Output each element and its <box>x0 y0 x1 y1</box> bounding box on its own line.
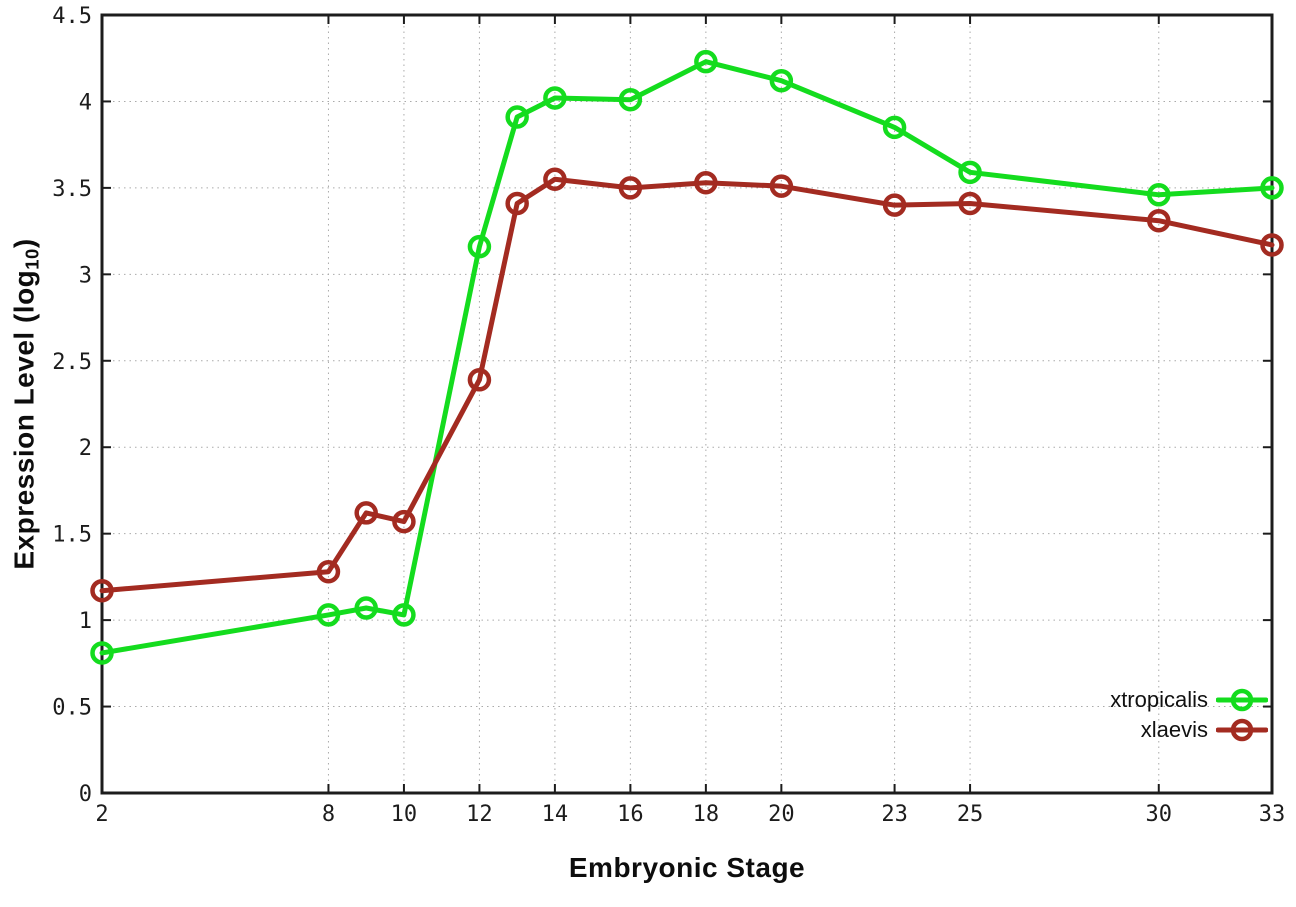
data-point-xtropicalis <box>958 160 982 185</box>
data-point-xtropicalis <box>505 105 529 129</box>
x-tick-label: 16 <box>617 802 644 827</box>
data-point-xtropicalis <box>316 603 341 627</box>
tick-marks <box>101 14 1273 794</box>
x-tick-label: 18 <box>693 802 720 827</box>
data-point-xlaevis <box>467 368 492 392</box>
data-point-xtropicalis <box>694 49 718 74</box>
y-tick-label: 2 <box>79 436 92 461</box>
x-tick-label: 2 <box>95 802 108 827</box>
y-tick-label: 2.5 <box>52 350 92 375</box>
legend-label: xlaevis <box>1140 717 1208 742</box>
data-point-xtropicalis <box>882 115 907 140</box>
data-point-xlaevis <box>1147 208 1171 233</box>
y-tick-label: 3.5 <box>52 177 92 202</box>
x-tick-label: 33 <box>1259 802 1286 827</box>
data-point-xlaevis <box>316 559 341 584</box>
data-point-xlaevis <box>505 191 529 216</box>
data-point-xlaevis <box>618 176 643 200</box>
data-point-xtropicalis <box>392 603 416 627</box>
x-tick-label: 12 <box>466 802 493 827</box>
y-axis-title-text: Expression Level (log <box>8 269 40 570</box>
data-point-xtropicalis <box>769 68 794 93</box>
x-tick-label: 23 <box>881 802 908 827</box>
data-point-xtropicalis <box>90 641 114 665</box>
x-tick-labels: 2 8 10 12 14 16 18 20 23 25 30 33 <box>95 802 1285 827</box>
y-tick-label: 0.5 <box>52 696 92 721</box>
data-point-xlaevis <box>958 191 982 216</box>
data-point-xtropicalis <box>543 86 567 110</box>
y-axis-title-subscript: 10 <box>21 248 43 270</box>
y-tick-label: 4 <box>79 90 92 115</box>
data-point-xtropicalis <box>1147 183 1171 207</box>
legend: xtropicalis xlaevis <box>1110 686 1268 744</box>
x-tick-label: 14 <box>542 802 569 827</box>
legend-item-xtropicalis: xtropicalis <box>1110 686 1268 714</box>
series-xtropicalis <box>90 49 1284 665</box>
x-tick-label: 25 <box>957 802 984 827</box>
data-point-xtropicalis <box>618 87 643 112</box>
x-tick-label: 30 <box>1146 802 1173 827</box>
series-xlaevis <box>90 167 1284 603</box>
y-axis-title: Expression Level (log10) <box>9 238 44 569</box>
y-tick-label: 3 <box>79 263 92 288</box>
y-tick-label: 4.5 <box>52 4 92 29</box>
data-point-xlaevis <box>769 174 794 198</box>
axis-border <box>100 13 1274 795</box>
data-point-xtropicalis <box>1260 176 1284 200</box>
data-point-xlaevis <box>1260 233 1284 257</box>
legend-marker-icon <box>1216 718 1268 742</box>
data-point-xtropicalis <box>354 596 378 620</box>
legend-label: xtropicalis <box>1110 687 1208 712</box>
data-point-xtropicalis <box>467 234 492 259</box>
x-tick-label: 10 <box>391 802 418 827</box>
data-point-xlaevis <box>392 509 416 534</box>
y-tick-labels: 0 0.5 1 1.5 2 2.5 3 3.5 4 4.5 <box>52 4 92 807</box>
data-point-xlaevis <box>543 167 567 191</box>
data-point-xlaevis <box>354 501 378 525</box>
legend-item-xlaevis: xlaevis <box>1110 716 1268 744</box>
x-axis-title: Embryonic Stage <box>568 852 806 883</box>
y-tick-label: 0 <box>79 782 92 807</box>
data-point-xlaevis <box>90 578 114 603</box>
gridlines <box>102 15 1272 793</box>
y-tick-label: 1 <box>79 609 92 634</box>
x-tick-label: 20 <box>768 802 795 827</box>
y-tick-label: 1.5 <box>52 523 92 548</box>
x-tick-label: 8 <box>322 802 335 827</box>
y-axis-title-suffix: ) <box>8 238 40 249</box>
legend-marker-icon <box>1216 688 1268 712</box>
data-point-xlaevis <box>882 193 907 217</box>
data-point-xlaevis <box>694 170 718 195</box>
